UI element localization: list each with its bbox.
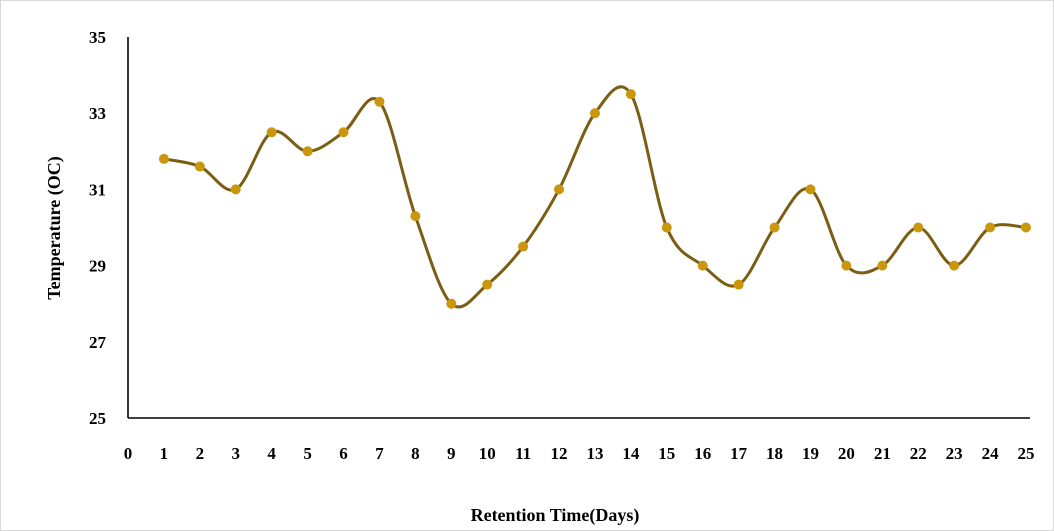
x-tick-label: 14 <box>622 444 640 463</box>
y-tick-label: 25 <box>89 409 106 428</box>
data-point <box>589 108 600 119</box>
x-tick-label: 5 <box>303 444 312 463</box>
x-tick-label: 21 <box>874 444 891 463</box>
data-point <box>805 184 816 195</box>
data-point <box>697 260 708 271</box>
x-tick-label: 4 <box>267 444 276 463</box>
data-point <box>338 127 349 138</box>
x-tick-label: 3 <box>232 444 241 463</box>
x-axis-title: Retention Time(Days) <box>471 505 640 526</box>
data-point <box>733 279 744 290</box>
data-point <box>769 222 780 233</box>
x-tick-label: 24 <box>982 444 1000 463</box>
data-point <box>841 260 852 271</box>
data-point <box>913 222 924 233</box>
axes <box>127 37 1030 419</box>
axis-titles: Retention Time(Days) Temperature (OC) <box>44 156 639 526</box>
x-tick-label: 8 <box>411 444 420 463</box>
data-point <box>194 161 205 172</box>
data-point <box>625 89 636 100</box>
data-point <box>518 241 529 252</box>
data-point <box>949 260 960 271</box>
x-tick-label: 17 <box>730 444 748 463</box>
data-point <box>374 96 385 107</box>
y-tick-label: 33 <box>89 104 106 123</box>
data-point <box>1021 222 1031 233</box>
data-point <box>877 260 888 271</box>
data-point <box>446 298 457 309</box>
x-tick-label: 7 <box>375 444 384 463</box>
x-tick-label: 13 <box>586 444 603 463</box>
data-point <box>266 127 277 138</box>
x-tick-label: 1 <box>160 444 169 463</box>
x-tick-label: 23 <box>946 444 963 463</box>
data-point <box>661 222 672 233</box>
x-tick-label: 9 <box>447 444 456 463</box>
x-tick-label: 19 <box>802 444 819 463</box>
y-tick-label: 27 <box>89 333 107 352</box>
x-tick-label: 20 <box>838 444 855 463</box>
x-tick-label: 2 <box>196 444 205 463</box>
x-tick-label: 10 <box>479 444 496 463</box>
x-tick-label: 11 <box>515 444 531 463</box>
y-tick-label: 29 <box>89 257 106 276</box>
x-tick-label: 15 <box>658 444 675 463</box>
x-tick-label: 6 <box>339 444 348 463</box>
series-line <box>163 85 1027 309</box>
x-tick-label: 25 <box>1018 444 1035 463</box>
data-point <box>302 146 313 157</box>
y-axis-title: Temperature (OC) <box>44 156 65 299</box>
y-tick-label: 35 <box>89 28 106 47</box>
x-tick-label: 12 <box>551 444 568 463</box>
data-point <box>482 279 493 290</box>
series-layer <box>158 85 1031 309</box>
data-point <box>985 222 996 233</box>
data-point <box>410 211 421 222</box>
data-point <box>158 153 169 164</box>
data-point <box>554 184 565 195</box>
x-tick-label: 22 <box>910 444 927 463</box>
x-tick-label: 18 <box>766 444 783 463</box>
x-tick-label: 16 <box>694 444 711 463</box>
y-tick-label: 31 <box>89 180 106 199</box>
data-point <box>230 184 241 195</box>
x-tick-label: 0 <box>124 444 133 463</box>
